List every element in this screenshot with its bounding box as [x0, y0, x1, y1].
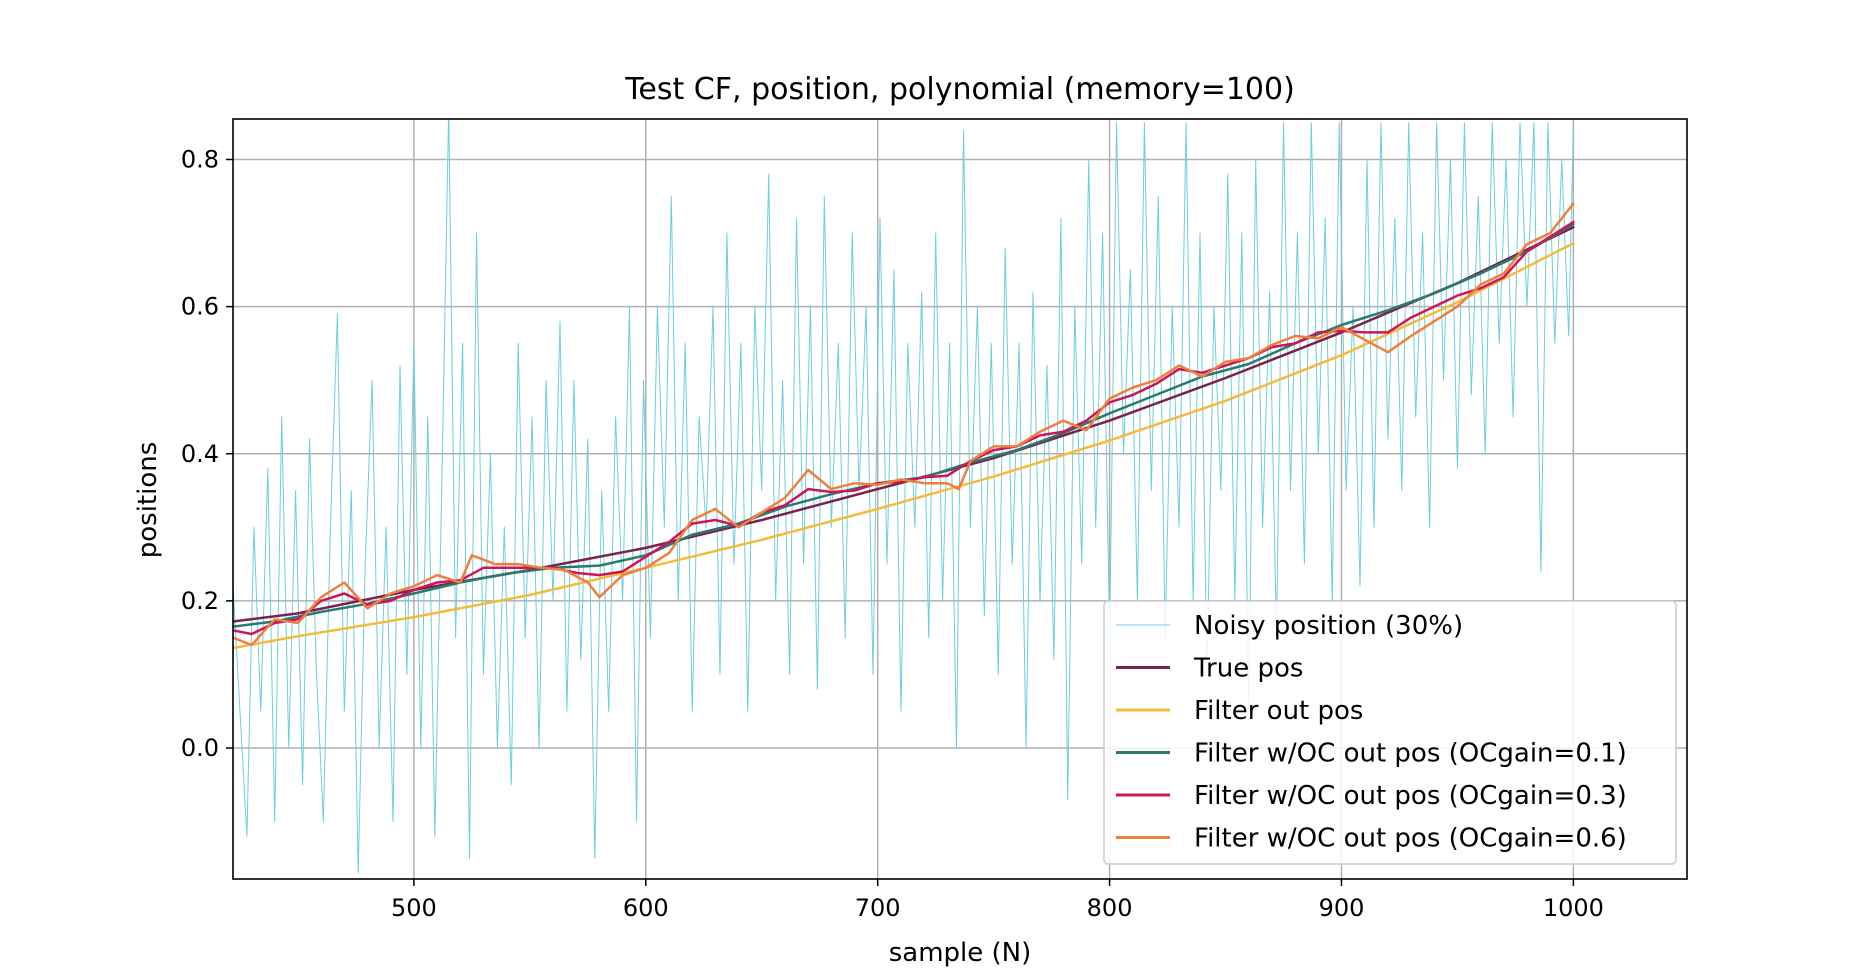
- series-line-2: [233, 242, 1575, 650]
- x-tick-label: 1000: [1543, 894, 1604, 922]
- x-axis-label: sample (N): [889, 938, 1032, 968]
- ticks: 500 600 700 800 900 1000 0.0 0.2 0.4 0.6 0.8: [181, 145, 1604, 922]
- y-tick-label: 0.0: [181, 734, 219, 762]
- legend-label-3: Filter w/OC out pos (OCgain=0.1): [1194, 739, 1627, 769]
- y-tick-label: 0.6: [181, 293, 219, 321]
- x-tick-label: 900: [1319, 894, 1365, 922]
- y-tick-label: 0.2: [181, 587, 219, 615]
- legend-label-2: Filter out pos: [1194, 696, 1363, 726]
- y-tick-label: 0.8: [181, 145, 219, 173]
- series-line-0: [233, 119, 1574, 874]
- legend-label-1: True pos: [1193, 654, 1303, 684]
- legend-label-4: Filter w/OC out pos (OCgain=0.3): [1194, 781, 1627, 811]
- x-tick-label: 700: [855, 894, 901, 922]
- x-tick-label: 500: [391, 894, 437, 922]
- legend-label-0: Noisy position (30%): [1194, 611, 1463, 641]
- y-tick-label: 0.4: [181, 440, 219, 468]
- legend-label-5: Filter w/OC out pos (OCgain=0.6): [1194, 824, 1627, 854]
- chart-title: Test CF, position, polynomial (memory=10…: [624, 72, 1295, 107]
- legend-box: [1103, 600, 1677, 865]
- legend: Noisy position (30%) True pos Filter out p…: [1103, 600, 1677, 865]
- x-tick-label: 600: [623, 894, 669, 922]
- series-line-5: [233, 202, 1575, 647]
- series-layer: [233, 119, 1575, 874]
- y-axis-label: positions: [133, 442, 163, 559]
- x-tick-label: 800: [1087, 894, 1133, 922]
- plot-frame: [232, 118, 1688, 880]
